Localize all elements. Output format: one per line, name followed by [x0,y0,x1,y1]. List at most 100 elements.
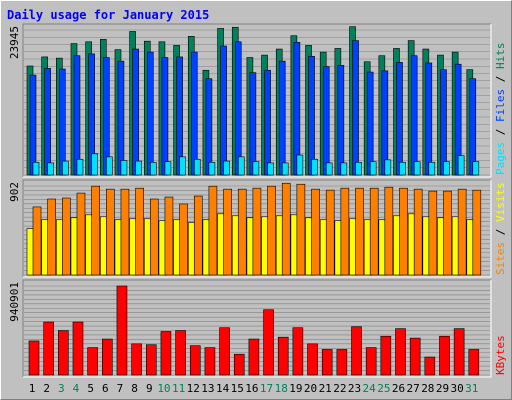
bar-pages-day-27 [413,161,421,176]
bar-kbytes-day-24 [365,347,377,376]
bar-pages-day-25 [384,159,392,176]
bar-sites-day-1 [32,206,42,276]
bar-files-day-26 [396,62,403,176]
bar-pages-day-30 [457,155,465,176]
bar-files-day-18 [278,60,286,176]
bar-files-day-15 [234,41,242,176]
bottom-max-label: 940901 [8,282,21,322]
bar-kbytes-day-26 [395,328,406,376]
bar-kbytes-day-4 [72,321,84,376]
bar-kbytes-day-31 [468,349,480,376]
bar-sites-day-19 [296,183,306,276]
bar-pages-day-21 [325,162,333,176]
bar-pages-day-29 [443,161,450,176]
bar-kbytes-day-9 [145,344,157,376]
bar-kbytes-day-19 [292,327,304,376]
bar-sites-day-2 [47,198,56,276]
day-label-9: 9 [146,382,153,395]
day-label-24: 24 [363,382,377,395]
bottom-panel-shadow [22,279,491,377]
bar-files-day-22 [337,65,345,176]
bar-pages-day-15 [237,156,245,176]
bar-kbytes-day-27 [409,337,421,376]
day-label-14: 14 [216,382,230,395]
legend-visits: Visits [494,182,507,222]
bar-pages-day-23 [355,161,362,176]
day-label-5: 5 [87,382,94,395]
day-label-11: 11 [172,382,185,395]
bar-pages-day-26 [399,161,406,176]
bar-kbytes-day-18 [277,336,289,376]
bar-files-day-7 [117,60,125,176]
bar-sites-day-24 [369,187,379,276]
legend-separator: / [494,69,507,89]
bar-sites-day-13 [208,185,218,276]
bottom-panel-highlight [23,280,492,378]
day-label-10: 10 [157,382,170,395]
bar-sites-day-28 [428,190,438,276]
day-label-20: 20 [304,382,317,395]
day-label-28: 28 [421,382,434,395]
day-label-15: 15 [231,382,244,395]
bar-sites-day-31 [472,189,482,276]
day-label-16: 16 [245,382,258,395]
bar-sites-day-16 [252,187,262,276]
bar-sites-day-6 [106,188,115,276]
legend-pages: Pages [494,142,507,175]
legend-separator: / [494,222,507,242]
day-label-6: 6 [102,382,109,395]
bar-files-day-8 [132,48,139,176]
bar-kbytes-day-5 [87,347,98,376]
bar-kbytes-day-12 [189,345,201,376]
legend-sites: Sites [494,242,507,275]
bar-files-day-23 [352,40,359,176]
bar-pages-day-4 [76,158,84,176]
bar-sites-day-22 [340,187,350,276]
day-label-26: 26 [392,382,405,395]
bar-sites-day-12 [193,195,203,276]
bar-files-day-16 [249,72,257,176]
bar-sites-day-23 [355,187,364,276]
legend-separator: / [494,122,507,142]
bar-files-day-28 [425,62,433,176]
chart-title: Daily usage for January 2015 [7,8,210,22]
mid-panel-highlight [23,180,492,278]
bar-files-day-13 [205,78,213,176]
legend-hits: Hits [494,43,507,70]
bar-pages-day-12 [193,158,201,176]
bar-kbytes-day-10 [160,331,172,376]
day-label-21: 21 [319,382,332,395]
bar-sites-day-20 [311,188,320,276]
bar-kbytes-day-6 [102,338,113,376]
bar-files-day-27 [410,55,418,176]
top-max-label: 23945 [8,26,21,59]
day-label-30: 30 [451,382,464,395]
bar-kbytes-day-28 [424,356,436,376]
bar-pages-day-7 [120,160,128,176]
bar-kbytes-day-17 [263,309,274,376]
day-label-8: 8 [131,382,138,395]
bar-sites-day-17 [267,185,276,276]
day-label-4: 4 [73,382,80,395]
bar-kbytes-day-29 [439,335,450,376]
bar-kbytes-day-20 [307,343,318,376]
day-label-3: 3 [58,382,65,395]
bar-files-day-4 [73,55,81,176]
bar-pages-day-20 [311,158,318,176]
day-label-25: 25 [377,382,390,395]
top-panel-shadow [22,23,491,177]
bar-files-day-14 [220,45,227,176]
bar-pages-day-16 [252,161,260,176]
bar-sites-day-25 [384,186,394,276]
bar-kbytes-day-30 [453,328,465,376]
bar-sites-day-27 [413,188,423,276]
bar-files-day-29 [440,69,447,176]
day-label-17: 17 [260,382,273,395]
bar-pages-day-22 [340,162,348,176]
bar-pages-day-13 [208,161,216,176]
bar-files-day-24 [366,71,374,176]
mid-legend: Sites / Visits [494,182,507,275]
bar-files-day-20 [308,56,315,176]
bar-sites-day-21 [325,189,335,276]
bar-sites-day-18 [281,182,291,276]
